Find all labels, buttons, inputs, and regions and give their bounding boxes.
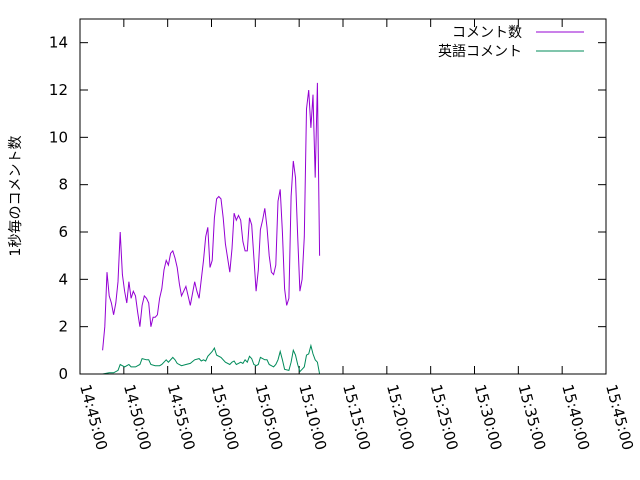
y-tick-label: 4 (58, 270, 68, 288)
y-tick-label: 14 (49, 34, 68, 52)
legend-label-2: 英語コメント (438, 43, 522, 60)
series-line-1 (102, 82, 321, 351)
y-tick-label: 8 (58, 176, 68, 194)
y-tick-label: 6 (58, 223, 68, 241)
legend-label-1: コメント数 (452, 25, 522, 41)
series-layer (102, 82, 321, 375)
y-tick-label: 12 (49, 81, 68, 99)
y-axis-label: 1秒毎のコメント数 (8, 136, 24, 257)
y-tick-label: 2 (58, 318, 68, 336)
series-line-2 (102, 343, 321, 375)
plot-frame (79, 18, 607, 375)
y-tick-label: 0 (58, 365, 68, 383)
y-tick-label: 10 (49, 128, 68, 146)
